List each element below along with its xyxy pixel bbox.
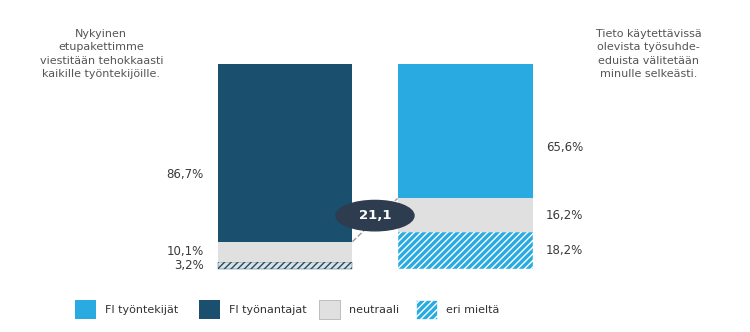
FancyBboxPatch shape [199, 300, 220, 319]
Text: 18,2%: 18,2% [546, 244, 584, 257]
Bar [217, 64, 352, 242]
Text: neutraali: neutraali [349, 304, 399, 314]
Text: 3,2%: 3,2% [174, 259, 204, 272]
Circle shape [336, 201, 414, 231]
Text: Tieto käytettävissä
olevista työsuhde-
eduista välitetään
minulle selkeästi.: Tieto käytettävissä olevista työsuhde- e… [596, 29, 702, 79]
Bar [217, 262, 352, 269]
Text: FI työntekijät: FI työntekijät [105, 304, 178, 314]
Text: Nykyinen
etupakettimme
viestitään tehokkaasti
kaikille työntekijöille.: Nykyinen etupakettimme viestitään tehokk… [40, 29, 163, 79]
Text: 86,7%: 86,7% [166, 168, 204, 181]
Text: 16,2%: 16,2% [546, 208, 584, 221]
Bar [398, 231, 532, 269]
Text: 65,6%: 65,6% [546, 141, 584, 154]
Text: FI työnantajat: FI työnantajat [229, 304, 306, 314]
Text: eri mieltä: eri mieltä [446, 304, 500, 314]
FancyBboxPatch shape [75, 300, 96, 319]
Text: 10,1%: 10,1% [166, 245, 204, 258]
FancyBboxPatch shape [319, 300, 340, 319]
Bar [398, 199, 532, 231]
Text: 21,1: 21,1 [358, 209, 392, 222]
Bar [398, 64, 532, 199]
Bar [217, 242, 352, 262]
FancyBboxPatch shape [416, 300, 437, 319]
